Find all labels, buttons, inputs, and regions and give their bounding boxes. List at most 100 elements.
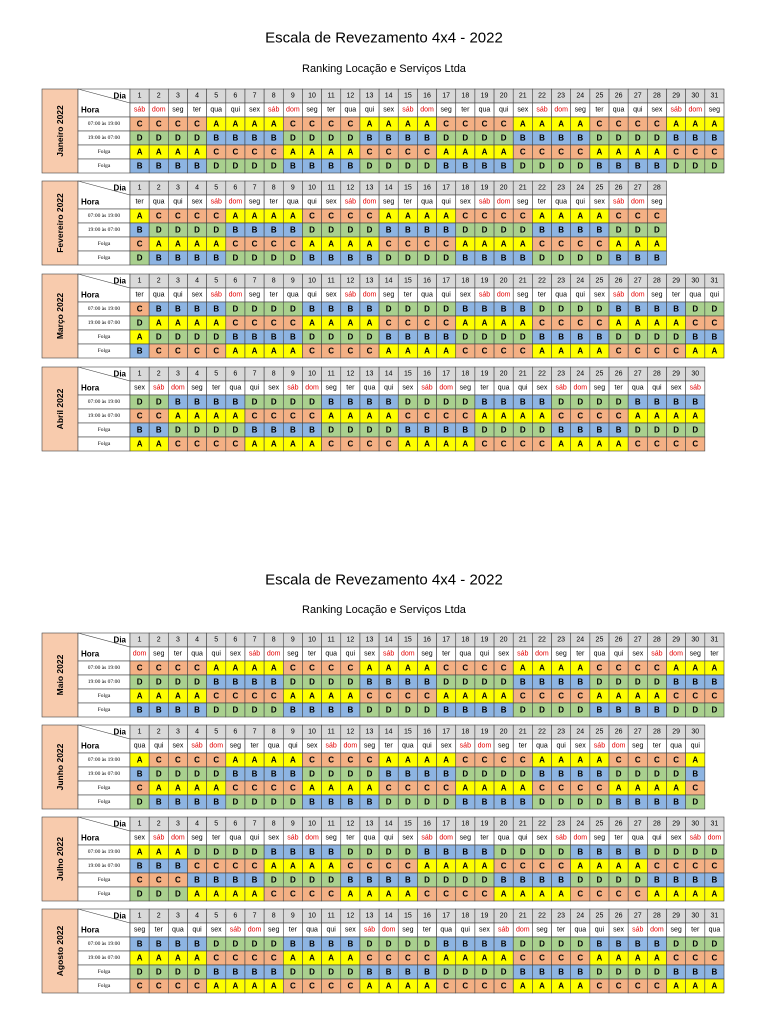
shift-letter: C — [673, 148, 679, 157]
day-number: 1 — [138, 278, 142, 285]
shift-letter: C — [252, 862, 258, 871]
shift-letter: B — [616, 940, 622, 949]
shift-letter: D — [405, 398, 411, 407]
shift-letter: D — [194, 678, 200, 687]
shift-letter: D — [443, 398, 449, 407]
shift-letter: B — [290, 226, 296, 235]
shift-letter: A — [347, 412, 353, 421]
shift-letter: D — [443, 305, 449, 314]
shift-letter: A — [252, 982, 258, 991]
shift-letter: D — [386, 940, 392, 949]
shift-letter: C — [616, 664, 622, 673]
shift-letter: B — [712, 876, 718, 885]
shift-letter: C — [137, 982, 143, 991]
shift-letter: B — [692, 134, 698, 143]
shift-letter: D — [405, 798, 411, 807]
shift-letter: C — [558, 412, 564, 421]
shift-letter: C — [405, 319, 411, 328]
weekday: ter — [480, 385, 489, 392]
shift-letter: D — [156, 134, 162, 143]
day-number: 4 — [195, 913, 199, 920]
day-header: Dia — [114, 92, 127, 101]
weekday: qui — [288, 743, 298, 750]
shift-letter: B — [175, 940, 181, 949]
shift-letter: B — [213, 678, 219, 687]
weekday: sex — [575, 743, 586, 750]
shift-letter: C — [577, 692, 583, 701]
shift-letter: B — [501, 940, 507, 949]
shift-letter: B — [539, 678, 545, 687]
shift-letter: C — [232, 862, 238, 871]
shift-letter: D — [290, 798, 296, 807]
weekday: qua — [402, 743, 414, 750]
shift-letter: C — [328, 982, 334, 991]
shift-letter: C — [156, 876, 162, 885]
shift-letter: B — [156, 706, 162, 715]
shift-letter: C — [597, 412, 603, 421]
shift-letter: B — [462, 848, 468, 857]
shift-letter: A — [443, 756, 449, 765]
day-number: 12 — [346, 93, 354, 100]
shift-letter: B — [673, 798, 679, 807]
shift-letter: C — [137, 120, 143, 129]
shift-letter: D — [577, 162, 583, 171]
shift-letter: C — [424, 148, 430, 157]
shift-letter: B — [290, 706, 296, 715]
day-number: 26 — [615, 93, 623, 100]
weekday: qui — [556, 743, 566, 750]
header-corner — [77, 632, 131, 662]
shift-letter: A — [443, 212, 449, 221]
shift-letter: C — [328, 120, 334, 129]
shift-letter: C — [367, 148, 373, 157]
shift-letter: D — [462, 770, 468, 779]
weekday: sex — [441, 743, 452, 750]
shift-letter: A — [501, 319, 507, 328]
shift-letter: B — [501, 398, 507, 407]
day-number: 17 — [442, 185, 450, 192]
shift-letter: D — [539, 426, 545, 435]
shift-letter: A — [309, 440, 315, 449]
shift-letter: A — [309, 148, 315, 157]
shift-letter: B — [405, 134, 411, 143]
day-number: 25 — [596, 729, 604, 736]
weekday: ter — [615, 835, 624, 842]
day-number: 7 — [253, 637, 257, 644]
weekday: ter — [576, 651, 585, 658]
shift-letter: B — [367, 968, 373, 977]
weekday: qui — [307, 292, 317, 299]
shift-letter: A — [616, 148, 622, 157]
day-number: 11 — [328, 93, 335, 100]
weekday: sex — [498, 651, 509, 658]
shift-letter: A — [367, 319, 373, 328]
day-number: 25 — [596, 278, 604, 285]
shift-letter: B — [175, 398, 181, 407]
shift-letter: B — [673, 876, 679, 885]
shift-letter: B — [558, 426, 564, 435]
shift-letter: B — [520, 876, 526, 885]
day-number: 27 — [634, 913, 642, 920]
shift-letter: B — [405, 678, 411, 687]
shift-letter: D — [386, 254, 392, 263]
shift-letter: C — [654, 664, 660, 673]
shift-letter: C — [405, 412, 411, 421]
day-number: 8 — [272, 371, 276, 378]
weekday: sáb — [555, 835, 566, 842]
shift-letter: D — [462, 398, 468, 407]
shift-letter: D — [328, 134, 334, 143]
shift-letter: C — [462, 347, 468, 356]
weekday: qui — [461, 927, 471, 934]
hour-label: 07:00 às 19:00 — [88, 757, 121, 763]
shift-letter: C — [405, 692, 411, 701]
day-number: 26 — [615, 729, 623, 736]
weekday: sex — [134, 835, 145, 842]
shift-letter: C — [520, 756, 526, 765]
shift-letter: B — [309, 305, 315, 314]
shift-letter: D — [443, 876, 449, 885]
shift-letter: A — [462, 954, 468, 963]
shift-letter: B — [213, 305, 219, 314]
weekday: sáb — [153, 835, 164, 842]
day-number: 20 — [500, 185, 508, 192]
shift-letter: D — [367, 426, 373, 435]
shift-letter: A — [558, 756, 564, 765]
shift-letter: B — [367, 398, 373, 407]
